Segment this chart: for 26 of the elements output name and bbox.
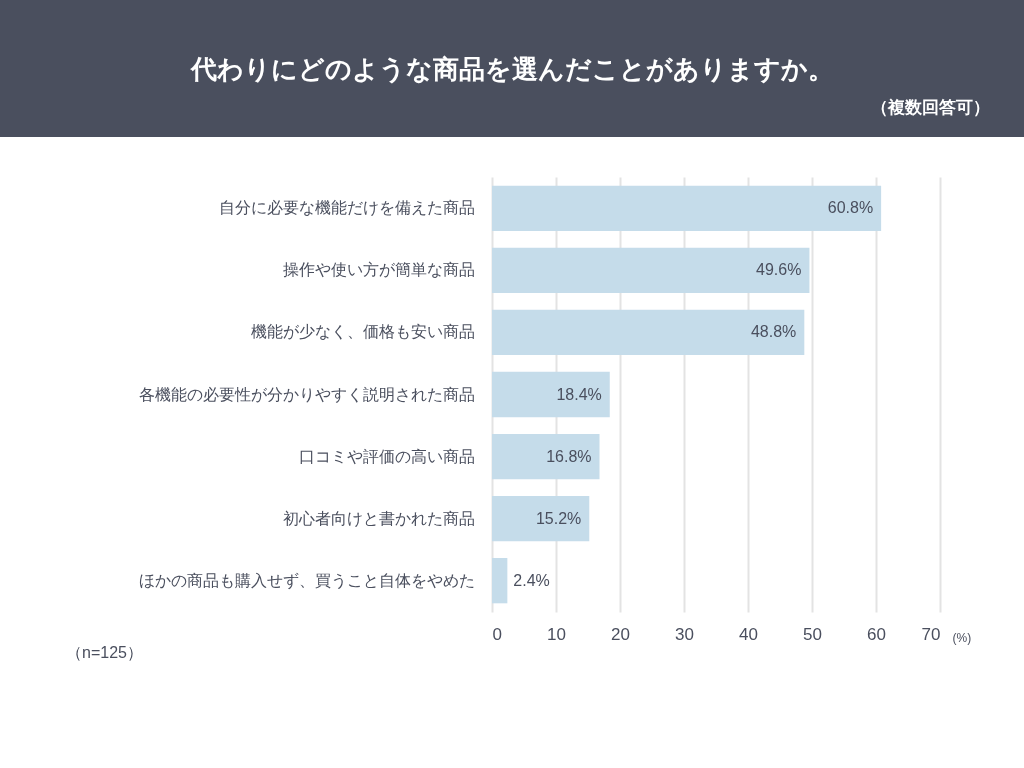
y-tick-label: 口コミや評価の高い商品 bbox=[298, 447, 475, 465]
x-tick-label: 30 bbox=[675, 624, 694, 644]
data-label: 15.2% bbox=[535, 509, 582, 527]
x-tick-label: 60 bbox=[867, 624, 886, 644]
data-label: 48.8% bbox=[750, 323, 797, 341]
chart-subtitle: （複数回答可） bbox=[871, 97, 990, 119]
x-tick-label: 10 bbox=[547, 624, 566, 644]
x-tick-label: 0 bbox=[492, 624, 502, 644]
y-tick-label: 機能が少なく、価格も安い商品 bbox=[250, 323, 475, 341]
x-tick-label: 70 bbox=[921, 624, 941, 644]
x-tick-label: 40 bbox=[739, 624, 758, 644]
x-tick-label: 50 bbox=[803, 624, 822, 644]
data-label: 60.8% bbox=[827, 199, 874, 217]
data-label: 49.6% bbox=[756, 261, 802, 279]
y-tick-label: ほかの商品も購入せず、買うこと自体をやめた bbox=[138, 571, 475, 590]
x-axis-title: (%) bbox=[952, 630, 972, 645]
chart-title: 代わりにどのような商品を選んだことがありますか。 bbox=[189, 53, 835, 86]
data-label: 2.4% bbox=[513, 571, 550, 589]
y-tick-label: 初心者向けと書かれた商品 bbox=[282, 509, 475, 527]
y-tick-label: 自分に必要な機能だけを備えた商品 bbox=[218, 199, 475, 217]
text: （n=125） bbox=[66, 643, 143, 663]
data-label: 16.8% bbox=[546, 447, 592, 465]
y-tick-label: 各機能の必要性が分かりやすく説明された商品 bbox=[138, 385, 475, 403]
y-tick-label: 操作や使い方が簡単な商品 bbox=[282, 261, 475, 279]
x-tick-label: 20 bbox=[611, 624, 630, 644]
data-label: 18.4% bbox=[556, 385, 602, 403]
